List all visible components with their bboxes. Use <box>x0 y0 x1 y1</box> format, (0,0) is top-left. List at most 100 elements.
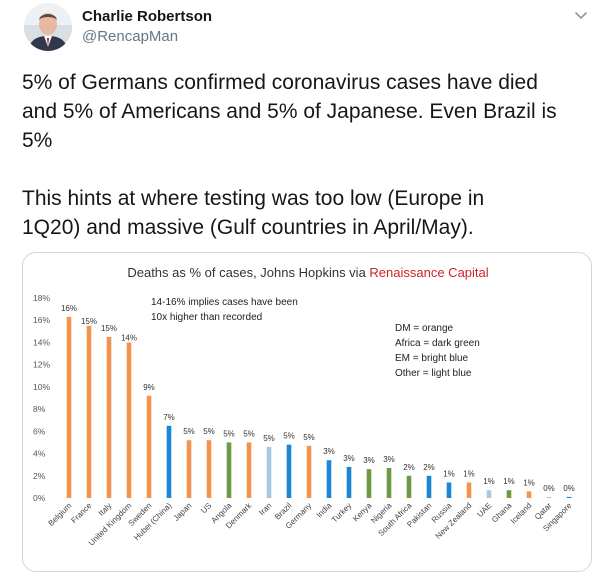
y-tick-label: 4% <box>33 449 46 459</box>
bar-chart: Deaths as % of cases, Johns Hopkins via … <box>33 265 575 548</box>
bar-value-label: 1% <box>523 478 535 487</box>
legend-entry: Africa = dark green <box>395 338 480 349</box>
x-tick-label: Turkey <box>330 501 353 524</box>
bar-value-label: 9% <box>143 383 155 392</box>
bar-value-label: 0% <box>543 484 555 493</box>
bar <box>286 444 292 498</box>
bar <box>166 425 172 498</box>
bar <box>126 342 132 498</box>
chart-title-prefix: Deaths as % of cases, Johns Hopkins via <box>127 265 369 280</box>
bar-value-label: 2% <box>423 463 435 472</box>
bar-value-label: 5% <box>283 432 295 441</box>
bar <box>246 442 252 498</box>
bar <box>206 440 212 498</box>
bar <box>326 460 332 498</box>
bar <box>546 496 552 498</box>
avatar-photo-icon <box>24 3 72 51</box>
bar-value-label: 0% <box>563 484 575 493</box>
x-tick-label: US <box>199 501 213 515</box>
bar-value-label: 2% <box>403 463 415 472</box>
bar <box>86 325 92 498</box>
bar-value-label: 3% <box>383 455 395 464</box>
bar-value-label: 5% <box>223 429 235 438</box>
bar <box>486 490 492 498</box>
chart-title: Deaths as % of cases, Johns Hopkins via … <box>127 265 488 280</box>
y-tick-label: 8% <box>33 404 46 414</box>
bar-value-label: 16% <box>61 304 77 313</box>
y-tick-label: 18% <box>33 293 50 303</box>
tweet-line: 5% <box>22 129 53 152</box>
bar <box>446 482 452 498</box>
bar-value-label: 3% <box>343 454 355 463</box>
bar-value-label: 5% <box>303 433 315 442</box>
chevron-down-icon[interactable] <box>573 8 589 24</box>
x-tick-label: Belgium <box>47 501 74 528</box>
author-name[interactable]: Charlie Robertson <box>82 8 213 25</box>
y-tick-label: 6% <box>33 426 46 436</box>
bar-value-label: 1% <box>443 469 455 478</box>
annotation-line: 14-16% implies cases have been <box>151 297 298 308</box>
bar <box>346 466 352 498</box>
y-tick-label: 14% <box>33 337 50 347</box>
legend-entry: EM = bright blue <box>395 353 469 364</box>
bar <box>566 496 572 498</box>
bar-value-label: 3% <box>363 456 375 465</box>
tweet-line: and 5% of Americans and 5% of Japanese. … <box>22 100 557 123</box>
bar-value-label: 5% <box>183 427 195 436</box>
y-tick-label: 2% <box>33 471 46 481</box>
bars <box>66 316 572 498</box>
x-tick-label: Iran <box>257 501 273 517</box>
bar <box>386 468 392 498</box>
bar <box>266 446 272 498</box>
tweet-line-break <box>22 155 600 184</box>
bar <box>506 490 512 498</box>
tweet-line: 5% of Germans confirmed coronavirus case… <box>22 71 538 94</box>
y-tick-label: 16% <box>33 315 50 325</box>
bar <box>106 336 112 498</box>
chart-title-brand: Renaissance Capital <box>369 265 488 280</box>
bar-value-label: 3% <box>323 447 335 456</box>
bar-value-label: 5% <box>243 429 255 438</box>
bar-value-label: 15% <box>81 317 97 326</box>
bar-value-label: 5% <box>203 427 215 436</box>
bar <box>306 445 312 498</box>
chart-annotation: 14-16% implies cases have been 10x higher… <box>151 297 298 323</box>
x-tick-label: Iceland <box>509 501 534 526</box>
y-tick-label: 0% <box>33 493 46 503</box>
bar-value-label: 15% <box>101 324 117 333</box>
bar <box>406 475 412 498</box>
tweet-text: 5% of Germans confirmed coronavirus case… <box>22 68 600 242</box>
legend-entry: DM = orange <box>395 323 454 334</box>
bar <box>366 469 372 498</box>
bar-value-label: 1% <box>463 469 475 478</box>
bar <box>426 475 432 498</box>
bar-value-label: 5% <box>263 434 275 443</box>
legend-entry: Other = light blue <box>395 368 472 379</box>
bar-value-label: 7% <box>163 413 175 422</box>
bar <box>526 491 532 498</box>
chart-legend: DM = orange Africa = dark green EM = brigh… <box>395 323 480 379</box>
y-tick-label: 10% <box>33 382 50 392</box>
bar <box>186 440 192 498</box>
bar <box>146 395 152 498</box>
bar-labels: 16% 15% 15% 14% 9% 7% 5% 5% 5% 5% 5% 5% 5% 3% 3% 3% 3% 2%… <box>61 304 575 493</box>
bar <box>66 316 72 498</box>
avatar[interactable] <box>24 3 72 51</box>
y-tick-label: 12% <box>33 360 50 370</box>
annotation-line: 10x higher than recorded <box>151 312 262 323</box>
x-tick-label: France <box>69 501 93 525</box>
tweet-media-chart[interactable]: Deaths as % of cases, Johns Hopkins via … <box>22 252 592 572</box>
author-handle[interactable]: @RencapMan <box>82 28 179 45</box>
bar-value-label: 1% <box>503 477 515 486</box>
bar-value-label: 14% <box>121 333 137 342</box>
y-axis: 0% 2% 4% 6% 8% 10% 12% 14% 16% 18% <box>33 293 50 503</box>
bar <box>466 482 472 498</box>
bar-value-label: 1% <box>483 477 495 486</box>
bar <box>226 442 232 498</box>
x-tick-label: Italy <box>97 501 114 518</box>
tweet-line: 1Q20) and massive (Gulf countries in Apr… <box>22 216 474 239</box>
x-tick-label: Japan <box>172 501 194 523</box>
tweet-line: This hints at where testing was too low … <box>22 187 485 210</box>
